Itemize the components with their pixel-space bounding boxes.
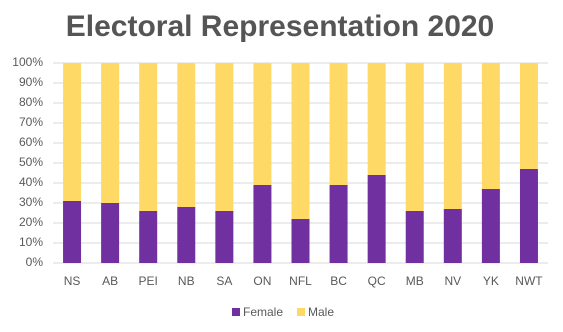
x-tick-label: NFL	[289, 274, 312, 288]
bar-segment	[63, 63, 82, 201]
bar-segment	[177, 207, 196, 263]
y-tick-label: 20%	[19, 215, 43, 229]
y-tick-label: 10%	[19, 235, 43, 249]
x-tick-label: NS	[64, 274, 81, 288]
bar-segment	[215, 63, 234, 211]
bar-segment	[367, 175, 386, 263]
bar-segment	[253, 63, 272, 185]
bar-segment	[519, 169, 538, 263]
y-tick-label: 90%	[19, 75, 43, 89]
x-tick-label: QC	[368, 274, 386, 288]
bar-segment	[519, 63, 538, 169]
bar-segment	[405, 211, 424, 263]
chart-title: Electoral Representation 2020	[66, 10, 495, 43]
bar-segment	[405, 63, 424, 211]
y-tick-label: 70%	[19, 115, 43, 129]
bar-segment	[139, 63, 158, 211]
bar-segment	[329, 63, 348, 185]
x-tick-label: SA	[216, 274, 232, 288]
bar-segment	[139, 211, 158, 263]
y-tick-label: 100%	[12, 55, 43, 69]
bar-segment	[329, 185, 348, 263]
x-tick-label: YK	[483, 274, 499, 288]
y-tick-label: 30%	[19, 195, 43, 209]
y-tick-label: 80%	[19, 95, 43, 109]
x-tick-label: NWT	[515, 274, 543, 288]
bar-segment	[481, 189, 500, 263]
legend-swatch	[232, 308, 240, 316]
x-tick-label: BC	[330, 274, 347, 288]
bar-segment	[443, 63, 462, 209]
bar-segment	[101, 203, 120, 263]
bar-segment	[443, 209, 462, 263]
bar-segment	[291, 63, 310, 219]
y-tick-label: 50%	[19, 155, 43, 169]
legend-label: Female	[243, 305, 283, 319]
legend-swatch	[297, 308, 306, 316]
bar-segment	[253, 185, 272, 263]
x-tick-label: NB	[178, 274, 195, 288]
x-tick-label: MB	[406, 274, 424, 288]
legend-label: Male	[308, 305, 334, 319]
bar-segment	[367, 63, 386, 175]
bar-segment	[101, 63, 120, 203]
x-tick-label: PEI	[139, 274, 158, 288]
x-tick-label: AB	[102, 274, 118, 288]
bar-segment	[63, 201, 82, 263]
y-tick-label: 40%	[19, 175, 43, 189]
x-tick-label: ON	[253, 274, 271, 288]
y-tick-label: 60%	[19, 135, 43, 149]
bar-segment	[177, 63, 196, 207]
bar-segment	[291, 219, 310, 263]
x-tick-label: NV	[444, 274, 461, 288]
bar-segment	[481, 63, 500, 189]
bar-segment	[215, 211, 234, 263]
y-tick-label: 0%	[26, 255, 44, 269]
